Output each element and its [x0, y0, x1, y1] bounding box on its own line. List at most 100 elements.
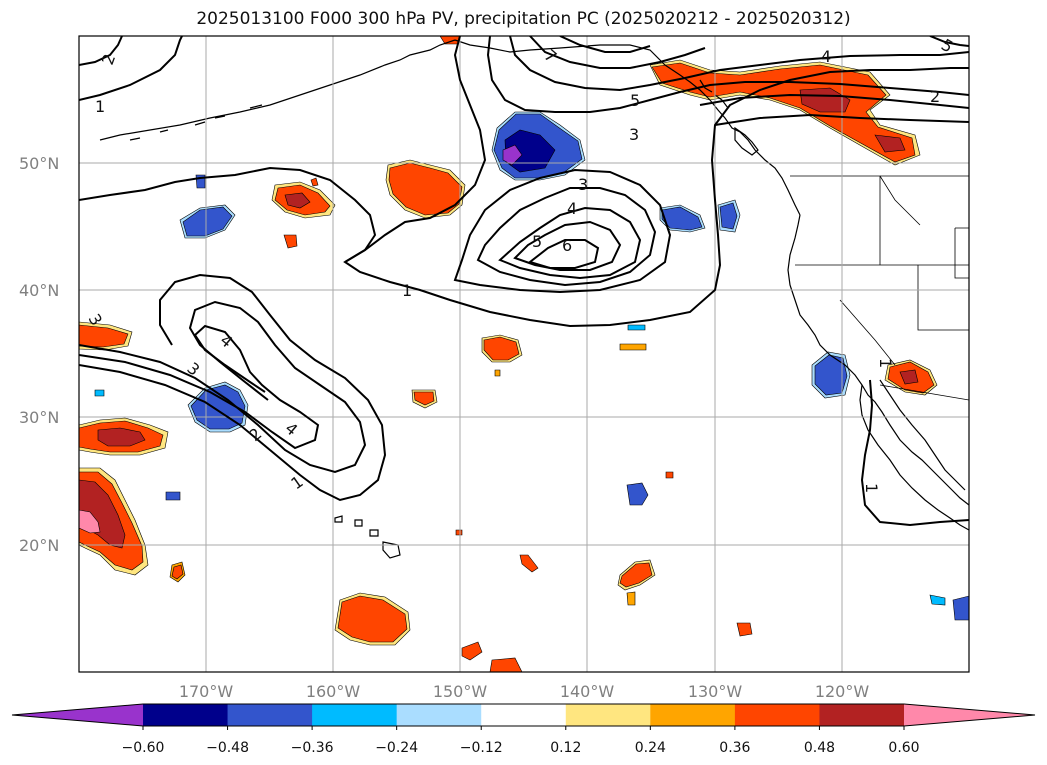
- precip-area: [619, 343, 647, 351]
- precip-area: [651, 62, 916, 163]
- lon-label-170w: 170°W: [179, 682, 234, 701]
- precip-area: [310, 177, 319, 187]
- colorbar-segment: [396, 704, 482, 726]
- map-frame: [78, 35, 970, 673]
- coastline: [787, 214, 969, 506]
- colorbar-tick-label: 0.36: [719, 740, 750, 756]
- latitude-labels: 50°N 40°N 30°N 20°N: [19, 154, 59, 555]
- borders: [790, 175, 969, 401]
- border-state: [879, 384, 969, 401]
- contour-label: 1: [95, 97, 105, 116]
- precip-area: [190, 384, 246, 430]
- precip-area: [284, 192, 311, 209]
- coastline: [454, 39, 801, 216]
- precip-area: [899, 369, 919, 385]
- precip-area: [736, 622, 753, 637]
- precip-area: [94, 389, 105, 397]
- precip-area: [504, 129, 556, 173]
- pv-contours: [79, 36, 969, 527]
- contour-label: 1: [862, 483, 881, 493]
- pv-contour-line: [344, 36, 487, 263]
- colorbar-tick-label: 0.48: [804, 740, 835, 756]
- colorbar-segment: [227, 704, 313, 726]
- colorbar-tick-label: 0.12: [550, 740, 581, 756]
- precip-area: [337, 595, 408, 643]
- border-state: [917, 265, 969, 331]
- contour-label: 1: [876, 358, 895, 368]
- colorbar-segment: [650, 704, 736, 726]
- precip-area: [626, 482, 649, 506]
- colorbar-tick-label: −0.60: [122, 740, 165, 756]
- pv-contour-line: [559, 36, 651, 53]
- colorbar-segment: [819, 704, 905, 726]
- pv-contour-line: [453, 168, 672, 294]
- precip-area: [626, 591, 636, 606]
- coastline: [129, 104, 263, 141]
- lat-label-40n: 40°N: [19, 281, 59, 300]
- pv-contour-line: [714, 113, 969, 126]
- precip-area: [874, 134, 906, 153]
- coastline: [879, 379, 966, 491]
- lon-label-160w: 160°W: [306, 682, 361, 701]
- colorbar-tick-label: −0.36: [291, 740, 334, 756]
- precip-area: [929, 594, 946, 606]
- pv-contour-line: [513, 220, 622, 271]
- colorbar: −0.60 −0.48 −0.36 −0.24 −0.12 0.12 0.24 0.36 0.4…: [11, 703, 1036, 756]
- pv-contour-line: [527, 239, 600, 269]
- colorbar-tick-label: 0.24: [635, 740, 666, 756]
- precip-area: [661, 206, 703, 231]
- pv-contour-line: [509, 36, 969, 92]
- contour-label: 4: [567, 199, 577, 218]
- pv-contour-line: [79, 36, 183, 101]
- lon-label-150w: 150°W: [433, 682, 488, 701]
- colorbar-tick-label: −0.48: [206, 740, 249, 756]
- pv-contour-line: [699, 93, 969, 109]
- pv-contour-line: [498, 206, 642, 280]
- precip-area: [182, 206, 233, 237]
- precip-area: [952, 595, 969, 621]
- longitude-labels: 170°W 160°W 150°W 140°W 130°W 120°W: [179, 682, 870, 701]
- contour-label: 6: [562, 236, 572, 255]
- contour-label: 1: [402, 281, 412, 300]
- lat-label-20n: 20°N: [19, 536, 59, 555]
- pv-contour-line: [929, 36, 969, 47]
- precip-area: [627, 324, 646, 331]
- contour-label: 3: [629, 125, 639, 144]
- gridlines: [79, 36, 969, 672]
- map-content: 2 1 7 5 3 4 2 3 4 5 6 1 3 4 3 2 4 1 1 1 …: [79, 36, 969, 672]
- colorbar-segment: [312, 704, 398, 726]
- precip-area: [165, 491, 181, 501]
- contour-label: 5: [532, 232, 542, 251]
- precip-area: [502, 144, 523, 166]
- precip-area: [719, 202, 738, 230]
- lon-label-140w: 140°W: [560, 682, 615, 701]
- coastline: [734, 126, 759, 156]
- precip-filled-areas: [79, 36, 969, 672]
- lat-label-50n: 50°N: [19, 154, 59, 173]
- border-state: [839, 299, 896, 366]
- colorbar-segment: [734, 704, 820, 726]
- pv-contour-line: [529, 36, 706, 69]
- pv-contour-line: [79, 273, 387, 502]
- pv-contour-line: [79, 324, 320, 450]
- precip-area: [171, 564, 184, 580]
- colorbar-segment: [143, 704, 229, 726]
- border-state: [954, 227, 969, 279]
- border-state: [879, 175, 921, 226]
- colorbar-tick-label: 0.60: [888, 740, 919, 756]
- precip-area: [619, 562, 653, 588]
- pv-contour-line: [476, 187, 657, 287]
- precip-area: [489, 657, 523, 672]
- contour-label: 5: [630, 91, 640, 110]
- coastline: [334, 515, 401, 559]
- coastline: [859, 384, 969, 531]
- precip-area: [388, 162, 463, 216]
- colorbar-extend-high: [904, 704, 1035, 726]
- pv-contour-line: [79, 67, 969, 328]
- contour-label: 3: [578, 175, 588, 194]
- pv-contour-line: [79, 36, 123, 66]
- precip-area: [665, 471, 674, 479]
- colorbar-tick-label: −0.24: [375, 740, 418, 756]
- precip-area: [483, 336, 520, 361]
- lon-label-130w: 130°W: [688, 682, 743, 701]
